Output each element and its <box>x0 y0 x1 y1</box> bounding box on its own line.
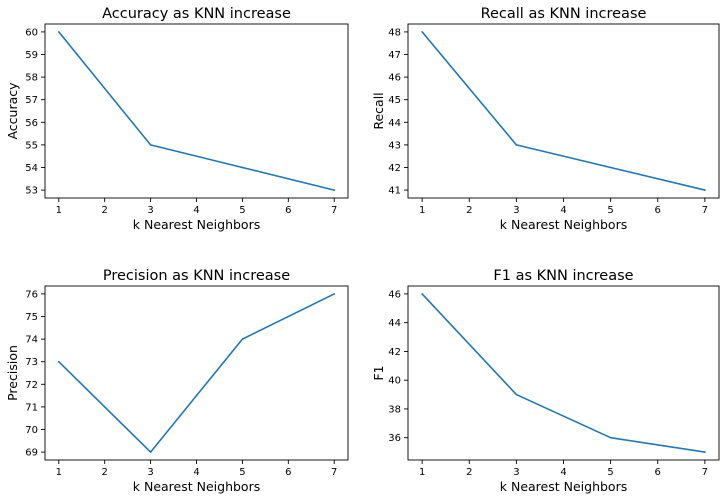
x-tick-label: 2 <box>101 205 107 216</box>
x-tick-label: 3 <box>147 205 153 216</box>
data-point <box>149 451 152 453</box>
y-axis-label: Recall <box>371 92 386 129</box>
y-tick-label: 44 <box>388 318 401 329</box>
x-tick-label: 7 <box>702 467 708 478</box>
series-line <box>421 31 706 191</box>
y-tick-label: 71 <box>25 402 38 413</box>
data-point <box>609 436 612 439</box>
series-line <box>57 293 336 453</box>
y-tick-label: 46 <box>388 73 401 84</box>
y-axis-label: Accuracy <box>5 82 20 140</box>
x-tick-label: 4 <box>560 205 566 216</box>
y-tick-label: 42 <box>388 163 401 174</box>
x-tick-label: 4 <box>193 205 199 216</box>
y-tick-label: 76 <box>25 289 38 300</box>
y-tick-label: 60 <box>25 27 38 38</box>
data-point <box>609 166 612 169</box>
x-tick-label: 3 <box>147 467 153 478</box>
x-tick-label: 1 <box>419 467 425 478</box>
series-line <box>421 293 706 453</box>
data-point <box>149 144 152 146</box>
x-tick-label: 3 <box>513 205 519 216</box>
x-axis-label: k Nearest Neighbors <box>133 479 260 494</box>
y-tick-label: 47 <box>388 50 401 61</box>
y-tick-label: 46 <box>388 289 401 300</box>
x-tick-label: 7 <box>331 205 337 216</box>
x-tick-label: 6 <box>655 205 661 216</box>
y-tick-label: 57 <box>25 95 38 106</box>
data-point <box>515 393 518 396</box>
y-tick-label: 48 <box>388 27 401 38</box>
y-tick-label: 44 <box>388 118 401 129</box>
y-axis-label: Precision <box>5 345 20 401</box>
x-tick-label: 5 <box>239 467 245 478</box>
x-axis-label: k Nearest Neighbors <box>133 217 260 232</box>
x-axis-label: k Nearest Neighbors <box>500 217 627 232</box>
axes-frame <box>44 285 349 461</box>
axes-frame <box>44 23 349 199</box>
data-point <box>241 166 244 169</box>
y-tick-label: 53 <box>25 186 38 197</box>
series-line <box>57 31 336 191</box>
y-tick-label: 45 <box>388 95 401 106</box>
data-point <box>515 144 518 146</box>
data-point <box>57 360 60 363</box>
chart-title: Accuracy as KNN increase <box>102 6 291 22</box>
subplot-3: 1 2 3 4 5 6 7 69 70 71 72 73 74 75 76 Precision as KNN … <box>5 268 349 494</box>
chart-title: F1 as KNN increase <box>493 268 633 284</box>
y-tick-label: 54 <box>25 163 38 174</box>
data-point <box>57 31 60 33</box>
y-tick-label: 43 <box>388 140 401 151</box>
x-tick-label: 6 <box>655 467 661 478</box>
x-tick-label: 7 <box>331 467 337 478</box>
axes-frame <box>407 23 720 199</box>
data-point <box>241 338 244 340</box>
axes-frame <box>407 285 720 461</box>
chart-title: Precision as KNN increase <box>103 268 290 284</box>
x-tick-label: 2 <box>466 205 472 216</box>
y-tick-label: 74 <box>25 335 38 346</box>
x-tick-label: 1 <box>56 205 62 216</box>
y-tick-label: 58 <box>25 73 38 84</box>
x-tick-label: 2 <box>101 467 107 478</box>
y-tick-label: 69 <box>25 448 38 459</box>
x-tick-label: 6 <box>285 205 291 216</box>
y-tick-label: 75 <box>25 312 38 323</box>
x-axis-label: k Nearest Neighbors <box>500 479 627 494</box>
y-axis-label: F1 <box>371 365 386 380</box>
y-tick-label: 59 <box>25 50 38 61</box>
data-point <box>704 451 706 453</box>
y-tick-label: 41 <box>388 186 401 197</box>
x-tick-label: 5 <box>607 467 613 478</box>
x-tick-label: 7 <box>702 205 708 216</box>
y-tick-label: 40 <box>388 376 401 387</box>
y-tick-label: 70 <box>25 425 38 436</box>
x-tick-label: 3 <box>513 467 519 478</box>
y-tick-label: 72 <box>25 380 38 391</box>
subplot-4: 1 2 3 4 5 6 7 36 38 40 42 44 46 F1 as KNN increase k N… <box>371 268 720 494</box>
chart-title: Recall as KNN increase <box>481 6 647 22</box>
data-point <box>333 293 336 295</box>
data-point <box>704 189 706 191</box>
y-tick-label: 42 <box>388 347 401 358</box>
data-point <box>333 189 336 191</box>
y-tick-label: 73 <box>25 357 38 368</box>
data-point <box>421 293 423 295</box>
x-tick-label: 4 <box>560 467 566 478</box>
x-tick-label: 5 <box>607 205 613 216</box>
y-tick-label: 55 <box>25 140 38 151</box>
x-tick-label: 5 <box>239 205 245 216</box>
x-tick-label: 6 <box>285 467 291 478</box>
y-tick-label: 56 <box>25 118 38 129</box>
x-tick-label: 4 <box>193 467 199 478</box>
y-tick-label: 36 <box>388 433 401 444</box>
x-tick-label: 1 <box>56 467 62 478</box>
data-point <box>421 31 423 33</box>
x-tick-label: 2 <box>466 467 472 478</box>
x-tick-label: 1 <box>419 205 425 216</box>
y-tick-label: 38 <box>388 404 401 415</box>
